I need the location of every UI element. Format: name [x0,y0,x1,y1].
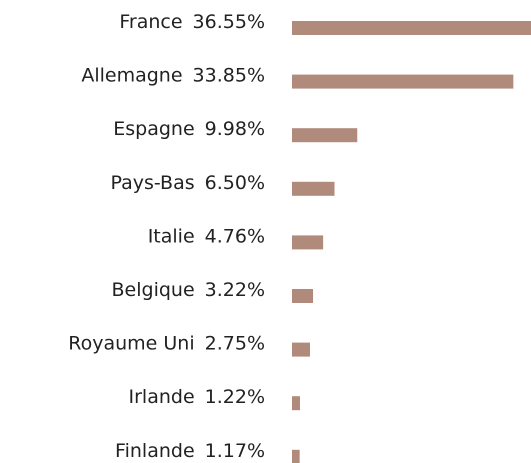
row-label: Irlande 1.22% [129,386,266,408]
value-label: 1.22% [205,386,265,408]
value-label: 4.76% [205,225,265,247]
row-label: Royaume Uni 2.75% [68,332,265,354]
bar [292,396,300,411]
category-label: Italie [148,225,195,247]
value-label: 6.50% [205,171,265,193]
value-label: 9.98% [205,118,265,140]
row-label: France 36.55% [119,11,265,33]
bar [292,235,324,250]
category-label: Royaume Uni [68,332,194,354]
bar [292,181,335,196]
row-label: Italie 4.76% [148,225,265,247]
bar [292,289,314,303]
category-label: Espagne [113,118,194,140]
row-label: Belgique 3.22% [112,279,266,301]
bar [292,21,531,35]
value-label: 36.55% [193,11,265,33]
category-label: Belgique [112,279,195,301]
category-label: Pays-Bas [110,171,194,193]
category-label: Irlande [129,386,195,408]
bar [292,128,358,143]
value-label: 1.17% [205,439,265,461]
row-label: Finlande 1.17% [115,439,265,461]
category-label: Allemagne [81,64,182,86]
value-label: 3.22% [205,279,265,301]
value-label: 2.75% [205,332,265,354]
value-label: 33.85% [193,64,265,86]
bar [292,342,310,357]
category-label: France [119,11,182,33]
bar [292,74,514,89]
row-label: Allemagne 33.85% [81,64,265,86]
row-label: Pays-Bas 6.50% [110,171,265,193]
bar [292,449,300,463]
row-label: Espagne 9.98% [113,118,265,140]
category-label: Finlande [115,439,195,461]
